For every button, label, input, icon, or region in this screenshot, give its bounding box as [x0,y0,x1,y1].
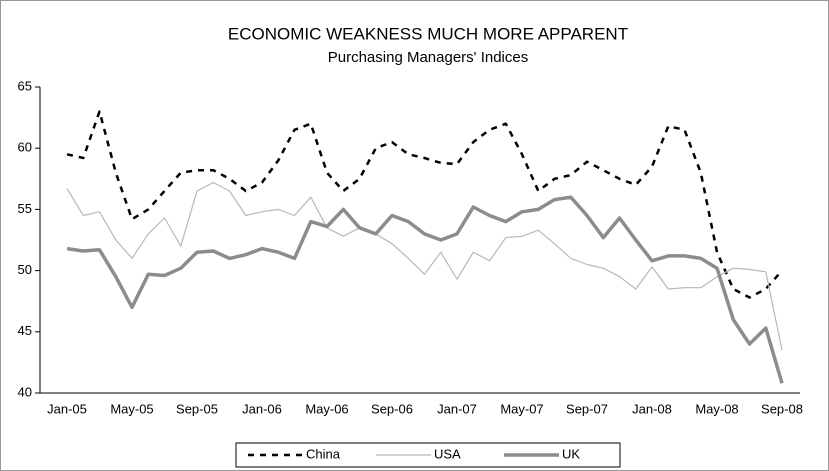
y-tick-label: 65 [18,78,32,93]
legend-label: USA [434,446,461,461]
x-tick-label: May-07 [500,401,543,416]
y-tick-label: 60 [18,140,32,155]
legend-label: China [306,446,341,461]
x-tick-label: Jan-06 [242,401,282,416]
y-tick-label: 50 [18,262,32,277]
chart-subtitle: Purchasing Managers' Indices [328,49,528,66]
x-tick-label: May-05 [110,401,153,416]
x-tick-label: Sep-08 [761,401,803,416]
x-tick-label: Jan-05 [47,401,87,416]
series-line [66,110,783,299]
y-tick-label: 45 [18,323,32,338]
series-line [66,181,783,351]
y-tick-label: 40 [18,384,32,399]
series-line [66,195,784,384]
x-tick-label: Jan-08 [632,401,672,416]
x-tick-label: Jan-07 [437,401,477,416]
y-tick-label: 55 [18,201,32,216]
x-tick-label: May-08 [695,401,738,416]
x-tick-label: Sep-06 [371,401,413,416]
x-tick-label: Sep-05 [176,401,218,416]
legend-label: UK [562,446,580,461]
x-tick-label: May-06 [305,401,348,416]
x-tick-label: Sep-07 [566,401,608,416]
chart-title: ECONOMIC WEAKNESS MUCH MORE APPARENT [228,24,628,43]
